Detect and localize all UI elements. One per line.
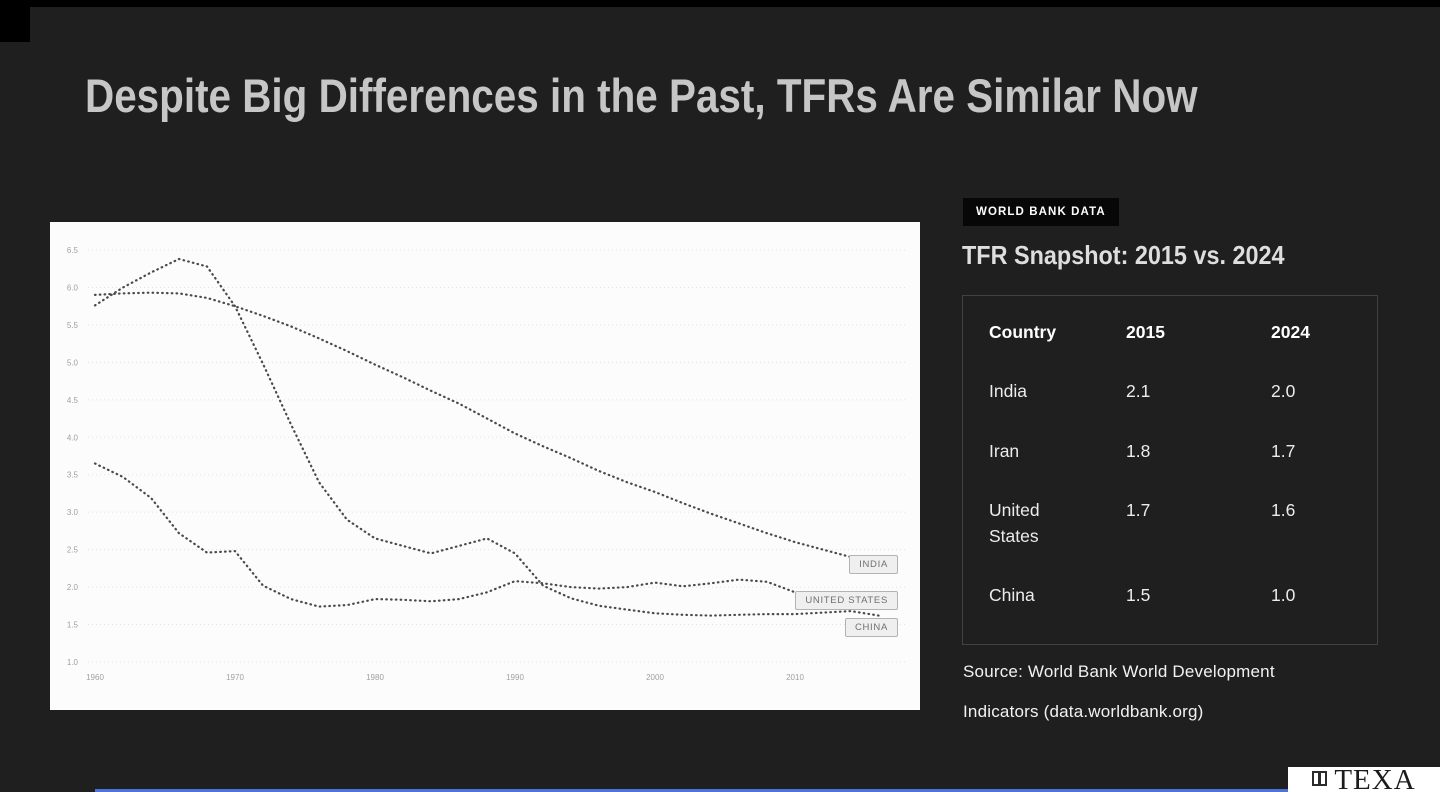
texas-tower-emblem-icon	[1312, 771, 1328, 786]
table-cell: India	[989, 381, 1027, 402]
world-bank-data-badge: WORLD BANK DATA	[963, 198, 1119, 226]
y-axis-tick-label: 1.0	[67, 658, 79, 667]
table-header-row: Country 2015 2024	[989, 320, 1377, 345]
table-cell: 1.7	[1271, 440, 1296, 461]
y-axis-tick-label: 6.5	[67, 246, 79, 255]
x-axis-tick-label: 1970	[226, 673, 244, 682]
x-axis-tick-label: 2010	[786, 673, 804, 682]
slide-title: Despite Big Differences in the Past, TFR…	[85, 69, 1198, 122]
y-axis-tick-label: 5.5	[67, 321, 79, 330]
y-axis-tick-label: 1.5	[67, 621, 79, 630]
x-axis-tick-label: 1990	[506, 673, 524, 682]
source-line-2: Indicators (data.worldbank.org)	[963, 702, 1204, 721]
series-line-india	[93, 291, 881, 566]
table-cell: 2.1	[1126, 381, 1151, 402]
source-line-1: Source: World Bank World Development	[963, 662, 1275, 681]
x-axis-tick-label: 1960	[86, 673, 104, 682]
texas-logo-box: TEXA	[1288, 767, 1440, 792]
series-label-united-states: UNITED STATES	[795, 590, 898, 610]
y-axis-tick-label: 3.0	[67, 508, 79, 517]
tfr-table: Country 2015 2024 India 2.1 2.0 Iran 1.8 1.7 Unit…	[962, 295, 1378, 646]
table-row: India 2.1 2.0	[989, 379, 1377, 404]
y-axis-tick-label: 4.0	[67, 433, 79, 442]
letterbox-corner-block	[0, 0, 30, 42]
tfr-line-chart: 6.5 6.0 5.5 5.0 4.5 4.0 3.5 3.0 2.5 2.0 1.5 1.0 1960…	[67, 246, 906, 682]
series-label-india: INDIA	[849, 554, 898, 574]
letterbox-top-strip	[0, 0, 1440, 7]
y-axis-tick-label: 5.0	[67, 358, 79, 367]
table-cell: China	[989, 584, 1035, 605]
table-cell: United States	[989, 500, 1040, 546]
table-cell: 1.6	[1271, 500, 1296, 521]
table-cell: 1.5	[1126, 584, 1151, 605]
bottom-accent-bar	[95, 789, 1440, 792]
table-row: Iran 1.8 1.7	[989, 439, 1377, 464]
series-line-united-states	[93, 462, 881, 608]
table-row: United States 1.7 1.6	[989, 498, 1377, 549]
table-header-cell: Country	[989, 322, 1057, 342]
table-row: China 1.5 1.0	[989, 583, 1377, 608]
y-axis-tick-label: 2.5	[67, 546, 79, 555]
series-label-china: CHINA	[844, 617, 898, 637]
table-cell: 1.0	[1271, 584, 1296, 605]
table-header-cell: 2024	[1271, 322, 1310, 342]
y-axis-tick-label: 3.5	[67, 471, 79, 480]
table-cell: 1.8	[1126, 440, 1151, 461]
y-axis-tick-label: 2.0	[67, 583, 79, 592]
chart-panel: 6.5 6.0 5.5 5.0 4.5 4.0 3.5 3.0 2.5 2.0 1.5 1.0 1960…	[50, 222, 920, 710]
x-axis-tick-label: 1980	[366, 673, 384, 682]
table-cell: 1.7	[1126, 500, 1151, 521]
x-axis-tick-label: 2000	[646, 673, 664, 682]
y-axis-tick-label: 6.0	[67, 283, 79, 292]
table-cell: 2.0	[1271, 381, 1296, 402]
table-cell: Iran	[989, 440, 1020, 461]
texas-logo-text: TEXA	[1334, 767, 1416, 792]
y-axis-tick-label: 4.5	[67, 396, 79, 405]
table-header-cell: 2015	[1126, 322, 1165, 342]
series-line-china	[93, 257, 881, 617]
panel-heading: TFR Snapshot: 2015 vs. 2024	[962, 240, 1285, 270]
